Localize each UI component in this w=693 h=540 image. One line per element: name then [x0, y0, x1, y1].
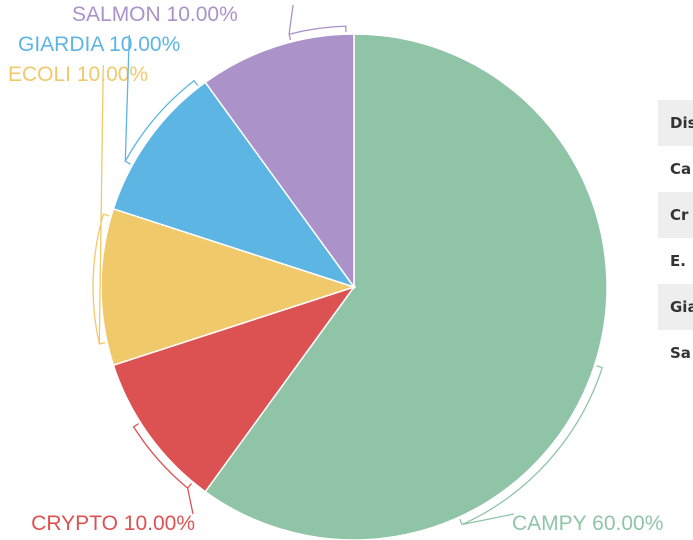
leader-line — [459, 365, 604, 526]
table-row: Ca — [670, 160, 692, 178]
slice-value: 10.00% — [167, 3, 238, 26]
pie-slice — [112, 81, 356, 289]
leader-line — [132, 423, 194, 515]
pie-slice — [100, 207, 357, 367]
slice-value: 60.00% — [592, 512, 663, 535]
slice-value: 10.00% — [77, 63, 148, 86]
table-header: Dis — [658, 100, 693, 146]
slice-label: CAMPY 60.00% — [512, 512, 663, 535]
slice-name: ECOLI — [8, 63, 71, 86]
leader-line — [92, 64, 110, 345]
slice-label: SALMON 10.00% — [72, 3, 238, 26]
slice-name: CAMPY — [512, 512, 587, 535]
pie-slice — [112, 285, 356, 493]
table-row: Sa — [670, 344, 691, 362]
slice-name: GIARDIA — [18, 33, 104, 56]
leader-line — [124, 34, 199, 165]
slice-label: GIARDIA 10.00% — [18, 33, 180, 56]
pie-slice — [204, 33, 608, 540]
slice-value: 10.00% — [109, 33, 180, 56]
pie-slice — [204, 33, 355, 290]
table-row: Gia — [658, 284, 693, 330]
table-row: E. — [670, 252, 686, 270]
slice-name: SALMON — [72, 3, 161, 26]
slice-label: CRYPTO 10.00% — [31, 512, 195, 535]
data-table: Dis Ca Cr E. Gia Sa — [658, 100, 693, 376]
slice-name: CRYPTO — [31, 512, 118, 535]
slice-value: 10.00% — [124, 512, 195, 535]
table-row: Cr — [658, 192, 693, 238]
slice-label: ECOLI 10.00% — [8, 63, 148, 86]
leader-line — [288, 4, 347, 41]
